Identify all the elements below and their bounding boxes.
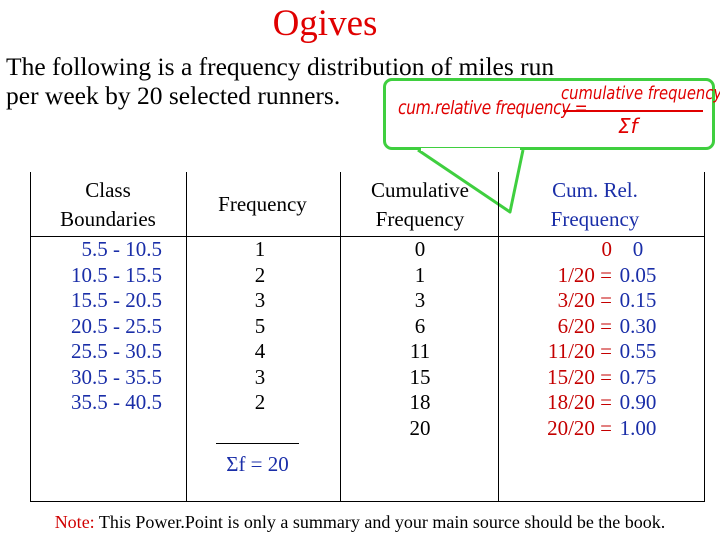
cumulative-frequency-cell: 18: [409, 390, 431, 414]
header-cumulative-frequency: Cumulative Frequency: [345, 176, 495, 234]
frequency-cell: 5: [254, 313, 266, 338]
cum-rel-fraction-column: 0 1/20 = 3/20 = 6/20 = 11/20 = 15/20 = 18/20 =…: [500, 237, 612, 441]
cum-rel-value-cell: 0.30: [619, 313, 657, 338]
cum-rel-fraction-cell: 20/20 =: [547, 415, 612, 440]
intro-line-1: The following is a frequency distributio…: [6, 52, 555, 81]
cum-rel-value-cell: 0.75: [619, 364, 657, 389]
frequency-cell: 3: [254, 364, 266, 389]
header-rel-line2: Frequency: [550, 207, 640, 231]
fraction-bar: [563, 110, 703, 112]
header-class-line2: Boundaries: [60, 207, 156, 231]
cumulative-frequency-cell: 20: [409, 415, 431, 440]
column-divider-1: [186, 172, 187, 502]
sum-rule: [216, 443, 299, 444]
cum-rel-value-cell: 0.55: [619, 339, 657, 363]
cumulative-frequency-cell: 1: [414, 262, 426, 287]
cum-rel-fraction-cell: 3/20 =: [557, 288, 612, 312]
cum-rel-value-cell: 0.05: [619, 262, 657, 287]
class-boundary-cell: 15.5 - 20.5: [71, 288, 162, 312]
header-class-boundaries: Class Boundaries: [38, 176, 178, 234]
cum-rel-value-cell: 1.00: [619, 415, 657, 440]
cum-rel-fraction-cell: 15/20 =: [547, 364, 612, 389]
cum-rel-fraction-cell: 11/20 =: [547, 339, 612, 363]
class-boundary-cell: 5.5 - 10.5: [81, 237, 163, 261]
cumulative-frequency-cell: 3: [414, 288, 426, 312]
cum-rel-fraction-cell: 1/20 =: [557, 262, 612, 287]
frequency-cell: 1: [254, 237, 266, 261]
frequency-sum: Σf = 20: [226, 452, 289, 476]
cum-rel-fraction-cell: 0: [601, 237, 613, 261]
cumulative-frequency-cell: 15: [409, 364, 431, 389]
cumulative-frequency-cell: 0: [414, 237, 426, 261]
header-divider: [30, 236, 705, 237]
cumulative-frequency-column: 0 1 3 6 11 15 18 20: [390, 237, 450, 441]
class-boundary-cell: 25.5 - 30.5: [71, 339, 162, 363]
column-divider-3: [498, 172, 499, 502]
note-text: This Power.Point is only a summary and y…: [94, 512, 666, 532]
header-cum-rel-frequency: Cum. Rel. Frequency: [520, 176, 670, 234]
header-cum-line1: Cumulative: [371, 178, 469, 202]
frequency-cell: 4: [254, 339, 266, 363]
formula-callout: cum.relative frequency = cumulative freq…: [383, 78, 720, 150]
cum-rel-value-column: 0 0.05 0.15 0.30 0.55 0.75 0.90 1.00: [612, 237, 664, 441]
class-boundary-cell: 35.5 - 40.5: [71, 390, 162, 414]
class-boundaries-column: 5.5 - 10.5 10.5 - 15.5 15.5 - 20.5 20.5 - 2…: [40, 237, 162, 416]
cum-rel-fraction-cell: 6/20 =: [557, 313, 612, 338]
header-cum-line2: Frequency: [375, 207, 465, 231]
callout-numerator: cumulative frequency: [561, 83, 720, 104]
header-class-line1: Class: [85, 178, 131, 202]
footer-note: Note: This Power.Point is only a summary…: [0, 512, 720, 533]
header-frequency: Frequency: [218, 192, 307, 216]
frequency-cell: 2: [254, 262, 266, 287]
note-label: Note:: [54, 512, 95, 532]
table-frame: [30, 172, 705, 502]
header-rel-line1: Cum. Rel.: [552, 178, 638, 202]
callout-label: cum.relative frequency =: [398, 97, 588, 119]
intro-text: The following is a frequency distributio…: [6, 52, 646, 110]
class-boundary-cell: 20.5 - 25.5: [71, 313, 162, 338]
cum-rel-value-cell: 0: [632, 237, 644, 261]
class-boundary-cell: 30.5 - 35.5: [71, 364, 162, 389]
frequency-cell: 2: [254, 390, 266, 414]
cum-rel-fraction-cell: 18/20 =: [547, 390, 612, 414]
cumulative-frequency-cell: 11: [409, 339, 431, 363]
callout-denominator: Σf: [618, 114, 638, 138]
slide-title: Ogives: [272, 3, 378, 44]
cumulative-frequency-cell: 6: [414, 313, 426, 338]
cum-rel-value-cell: 0.90: [619, 390, 657, 414]
intro-line-2: per week by 20 selected runners.: [6, 81, 341, 110]
class-boundary-cell: 10.5 - 15.5: [71, 262, 162, 287]
column-divider-2: [340, 172, 341, 502]
frequency-cell: 3: [254, 288, 266, 312]
cum-rel-value-cell: 0.15: [619, 288, 657, 312]
